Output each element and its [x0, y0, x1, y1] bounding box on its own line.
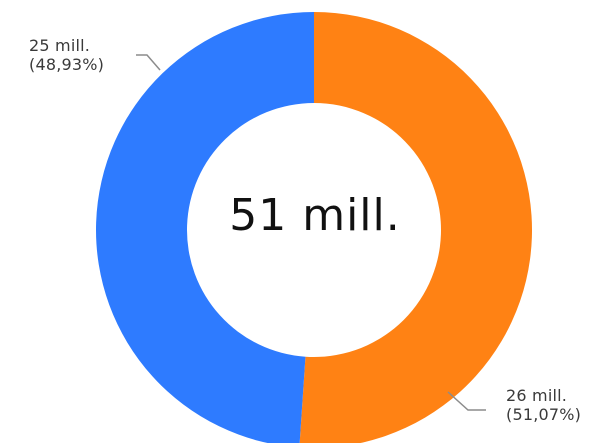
blue-slice-label: 25 mill. (48,93%)	[29, 36, 104, 74]
orange-slice-label: 26 mill. (51,07%)	[506, 386, 581, 424]
total-label: 51 mill.	[229, 190, 401, 241]
donut-slice-1	[95, 12, 314, 443]
blue-slice-percent: (48,93%)	[29, 55, 105, 74]
orange-slice-percent: (51,07%)	[506, 405, 582, 424]
leader-line-blue	[136, 54, 161, 71]
blue-slice-value: 25 mill.	[29, 36, 91, 55]
leader-line-orange	[447, 391, 486, 411]
orange-slice-value: 26 mill.	[506, 386, 568, 405]
donut-slice-0	[299, 12, 532, 443]
